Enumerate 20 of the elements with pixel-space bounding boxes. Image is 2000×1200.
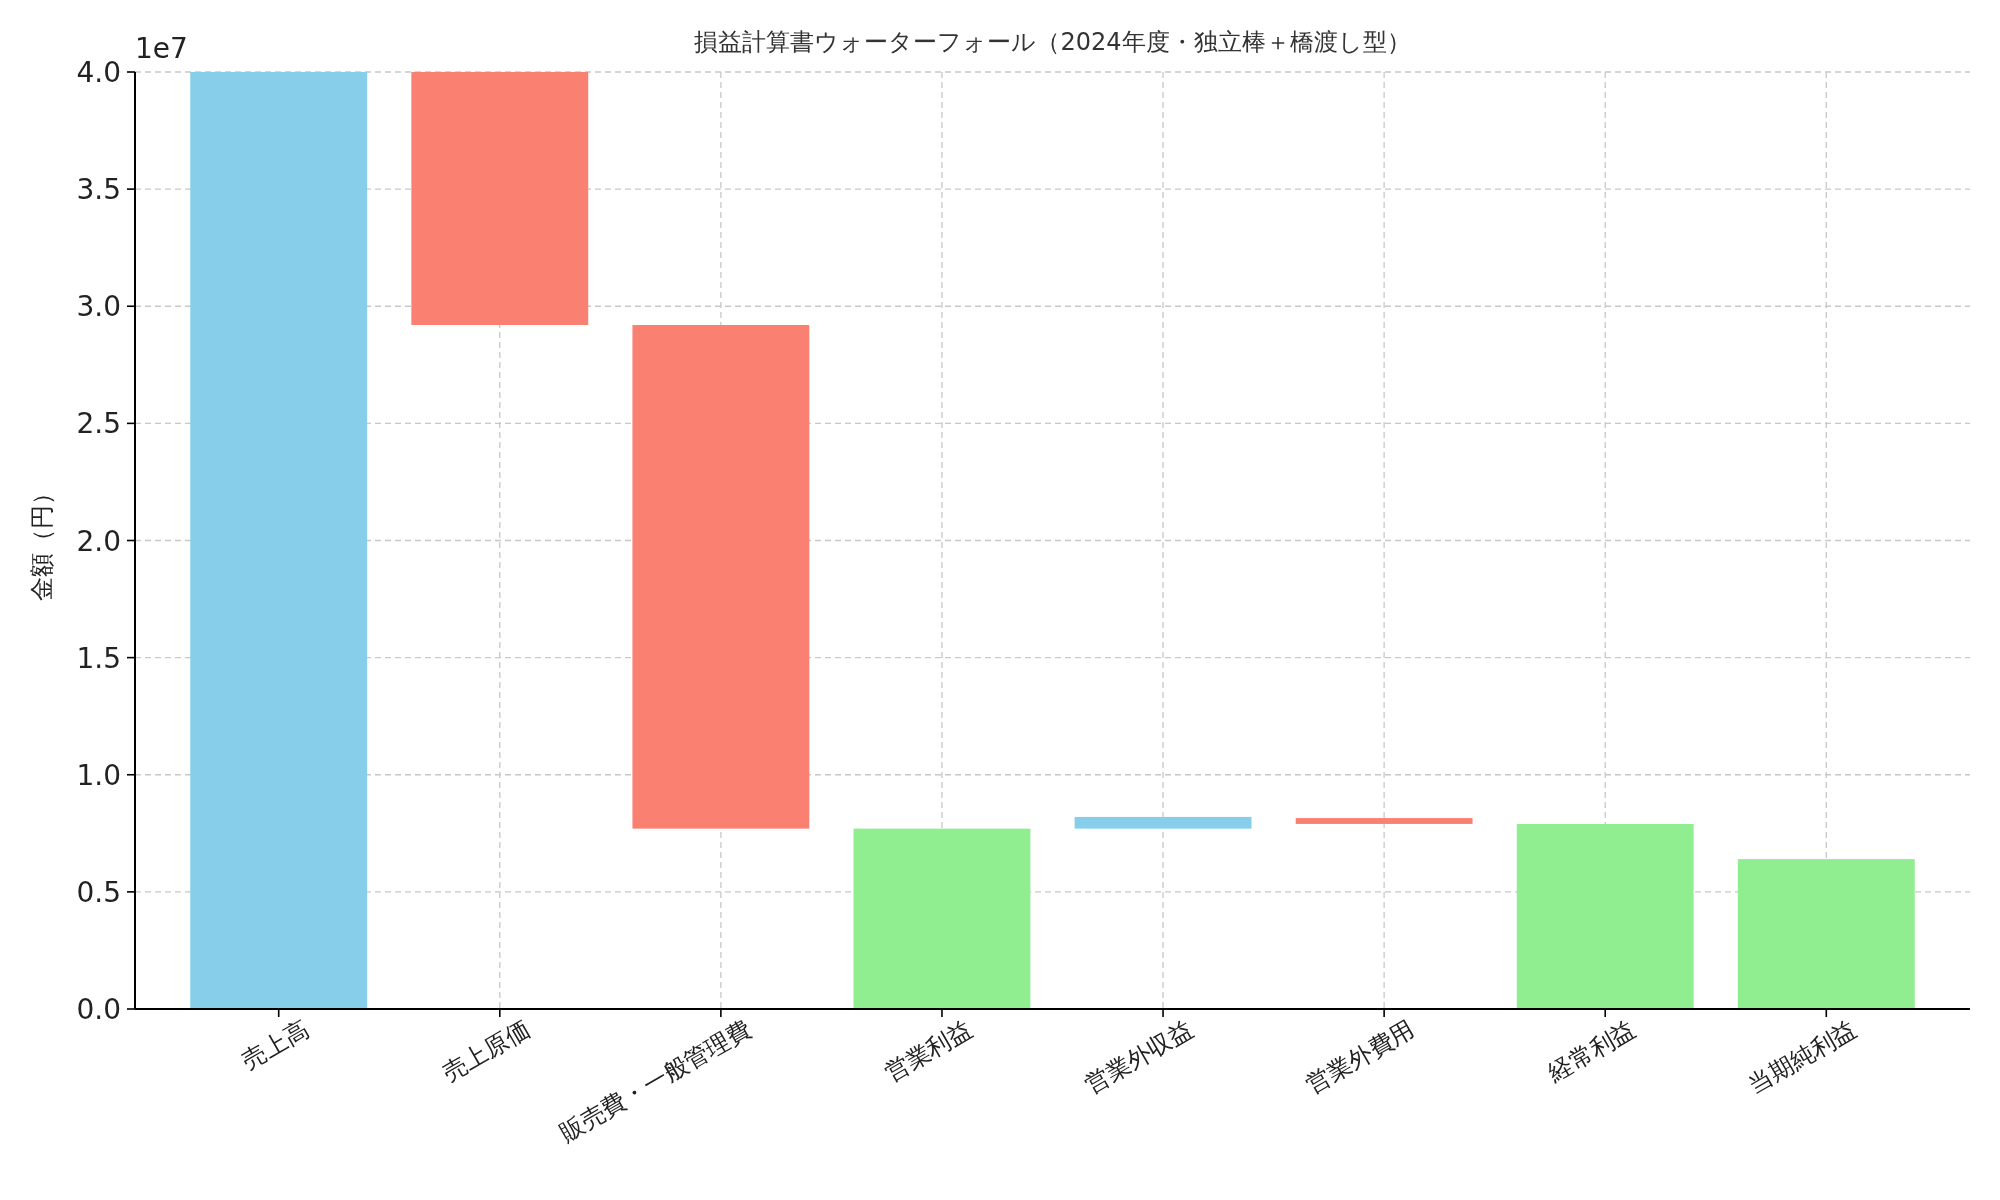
y-tick-label: 4.0 [76, 56, 121, 89]
y-tick-label: 0.5 [76, 875, 121, 909]
chart-title: 損益計算書ウォーターフォール（2024年度・独立棒＋橋渡し型） [694, 28, 1411, 56]
x-tick-label: 経常利益 [1542, 1015, 1641, 1089]
x-tick-label: 営業利益 [879, 1015, 977, 1088]
y-axis-title: 金額（円） [28, 480, 56, 601]
x-tick-label: 販売費・一般管理費 [554, 1015, 756, 1148]
x-tick-label: 売上原価 [437, 1015, 535, 1088]
y-tick-label: 0.0 [76, 993, 121, 1026]
x-tick-label: 営業外収益 [1080, 1015, 1199, 1100]
y-tick-label: 1.5 [76, 641, 121, 675]
text: 1e7 [135, 32, 188, 65]
y-tick-label: 3.0 [76, 290, 121, 324]
y-tick-label: 2.0 [76, 524, 121, 558]
x-tick-label: 当期純利益 [1743, 1015, 1862, 1100]
x-tick-label: 売上高 [237, 1015, 314, 1076]
x-tick-label: 営業外費用 [1301, 1015, 1420, 1100]
y-tick-label: 2.5 [76, 407, 121, 441]
y-tick-label: 3.5 [76, 173, 121, 207]
y-tick-label: 1.0 [76, 758, 121, 792]
